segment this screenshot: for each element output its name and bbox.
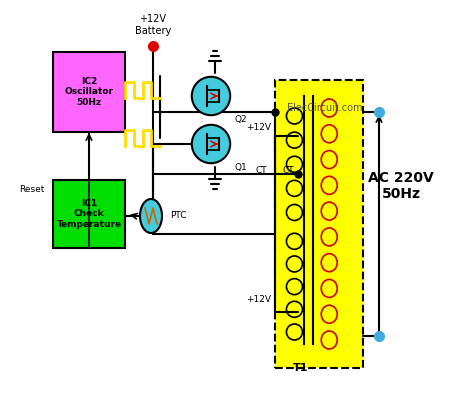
Text: ElecCircuit.com: ElecCircuit.com bbox=[287, 103, 363, 113]
Text: CT: CT bbox=[255, 166, 267, 174]
Text: CT: CT bbox=[283, 166, 294, 174]
Text: Q2: Q2 bbox=[234, 115, 247, 124]
Text: T1: T1 bbox=[293, 363, 309, 373]
Text: IC1
Check
Temperature: IC1 Check Temperature bbox=[56, 199, 121, 229]
FancyBboxPatch shape bbox=[275, 80, 363, 368]
FancyBboxPatch shape bbox=[53, 52, 125, 132]
Text: PTC: PTC bbox=[170, 212, 186, 220]
FancyBboxPatch shape bbox=[53, 180, 125, 248]
Text: Q1: Q1 bbox=[234, 163, 247, 172]
Text: +12V: +12V bbox=[246, 296, 271, 304]
Text: Reset: Reset bbox=[19, 186, 45, 194]
Text: IC2
Oscillator
50Hz: IC2 Oscillator 50Hz bbox=[64, 77, 113, 107]
Text: AC 220V
50Hz: AC 220V 50Hz bbox=[368, 171, 434, 201]
Text: +12V: +12V bbox=[246, 124, 271, 132]
Circle shape bbox=[192, 77, 230, 115]
Ellipse shape bbox=[140, 199, 162, 233]
Text: +12V
Battery: +12V Battery bbox=[135, 14, 171, 36]
Circle shape bbox=[192, 125, 230, 163]
